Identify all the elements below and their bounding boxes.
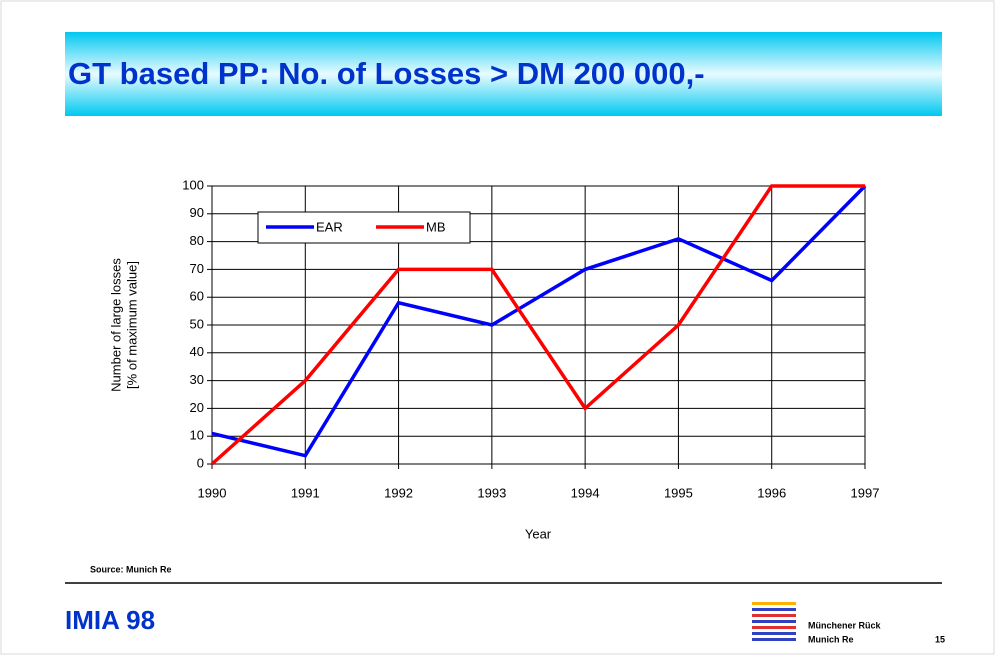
y-tick-label: 60: [190, 289, 204, 304]
x-tick-label: 1995: [664, 485, 693, 500]
legend-label: EAR: [316, 219, 343, 234]
x-tick-label: 1997: [851, 485, 880, 500]
y-axis-label: [% of maximum value]: [124, 261, 139, 389]
line: [211, 184, 867, 458]
chart-title: GT based PP: No. of Losses > DM 200 000,…: [68, 56, 705, 91]
y-tick-label: 70: [190, 261, 204, 276]
y-tick-label: 20: [190, 400, 204, 415]
line: [210, 184, 865, 466]
y-axis-label: Number of large losses: [108, 258, 123, 392]
y-tick-label: 30: [190, 372, 204, 387]
footer: IMIA 98: [65, 605, 155, 635]
y-tick-label: 80: [190, 233, 204, 248]
y-tick-label: 100: [182, 177, 204, 192]
y-tick-label: 90: [190, 205, 204, 220]
legend-label: MB: [426, 219, 446, 234]
title-band: [65, 32, 942, 116]
x-axis-label: Year: [525, 526, 552, 541]
x-tick-label: 1990: [198, 485, 227, 500]
y-tick-label: 10: [190, 428, 204, 443]
logo-text: Münchener Rück: [808, 620, 882, 630]
x-tick-label: 1992: [384, 485, 413, 500]
x-tick-label: 1993: [477, 485, 506, 500]
x-tick-label: 1994: [571, 485, 600, 500]
x-tick-label: 1996: [757, 485, 786, 500]
y-tick-label: 40: [190, 344, 204, 359]
y-tick-label: 50: [190, 316, 204, 331]
x-tick-label: 1991: [291, 485, 320, 500]
logo: [750, 600, 798, 648]
page-number: 15: [935, 634, 945, 644]
y-tick-label: 0: [197, 455, 204, 470]
logo-text: Munich Re: [808, 634, 854, 644]
source: Source: Munich Re: [90, 564, 172, 574]
